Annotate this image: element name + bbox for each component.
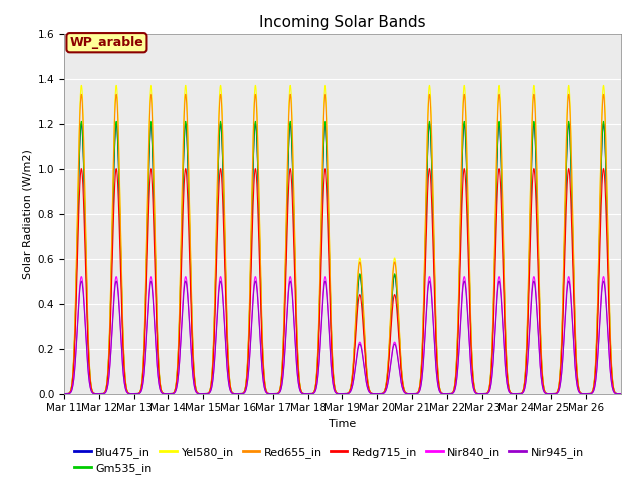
Legend: Blu475_in, Gm535_in, Yel580_in, Red655_in, Redg715_in, Nir840_in, Nir945_in: Blu475_in, Gm535_in, Yel580_in, Red655_i… xyxy=(70,443,588,479)
Y-axis label: Solar Radiation (W/m2): Solar Radiation (W/m2) xyxy=(22,149,32,278)
X-axis label: Time: Time xyxy=(329,419,356,429)
Text: WP_arable: WP_arable xyxy=(70,36,143,49)
Title: Incoming Solar Bands: Incoming Solar Bands xyxy=(259,15,426,30)
